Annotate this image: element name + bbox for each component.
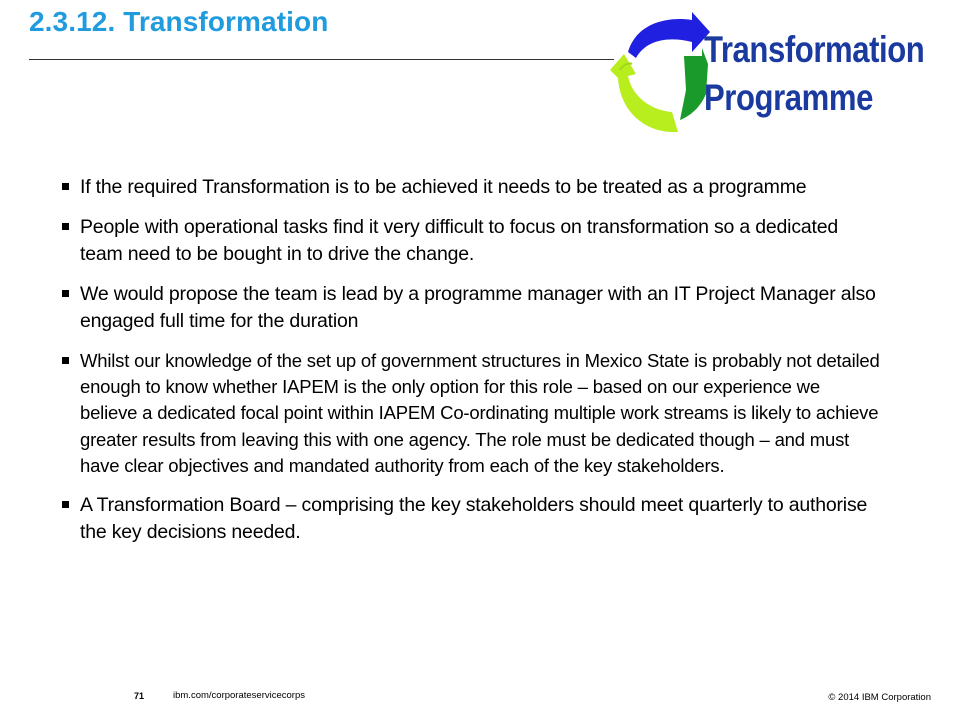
square-bullet-icon [62, 501, 69, 509]
bullet-item: If the required Transformation is to be … [62, 174, 882, 201]
square-bullet-icon [62, 183, 69, 190]
slide-title: 2.3.12. Transformation [29, 6, 329, 37]
bullet-list: If the required Transformation is to be … [62, 174, 882, 559]
logo-line-2: Programme [704, 77, 873, 118]
title-divider [29, 59, 614, 60]
bullet-item: A Transformation Board – comprising the … [62, 492, 882, 546]
blue-arrow-icon [628, 12, 710, 58]
lime-arrow-icon [610, 54, 678, 133]
square-bullet-icon [62, 357, 69, 364]
bullet-item: Whilst our knowledge of the set up of go… [62, 348, 882, 479]
square-bullet-icon [62, 290, 69, 297]
green-arrow-icon [680, 48, 708, 120]
bullet-item: We would propose the team is lead by a p… [62, 281, 882, 335]
footer-url: ibm.com/corporateservicecorps [173, 690, 305, 701]
page-number: 71 [134, 691, 145, 701]
copyright: © 2014 IBM Corporation [828, 692, 931, 703]
logo-line-1: Transformation [704, 29, 925, 70]
transformation-programme-logo [610, 12, 710, 133]
square-bullet-icon [62, 223, 69, 230]
logo-wordmark: Transformation Programme [704, 26, 925, 122]
bullet-item: People with operational tasks find it ve… [62, 214, 882, 268]
